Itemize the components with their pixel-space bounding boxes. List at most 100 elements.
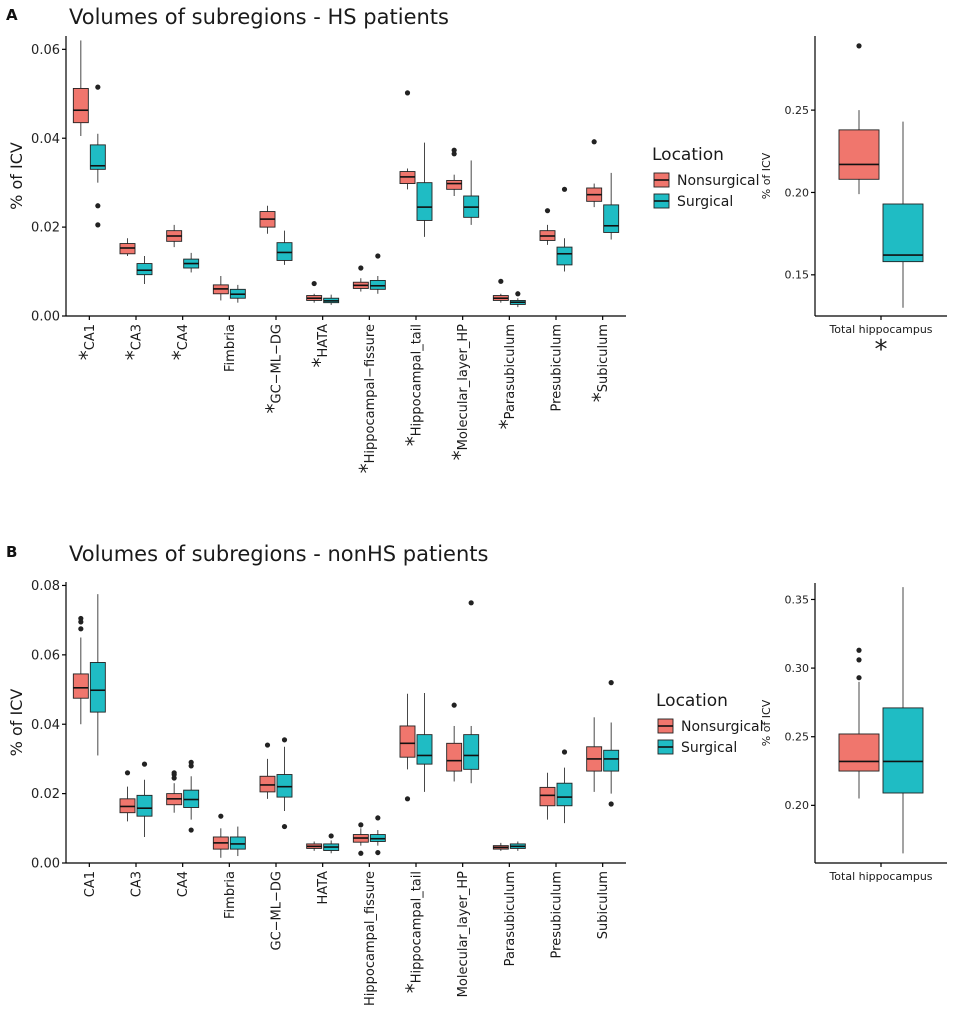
box-surgical	[89, 144, 106, 170]
outlier-point	[375, 849, 381, 856]
outlier-point	[375, 815, 381, 821]
x-category-label: *Parasubiculum	[495, 324, 519, 429]
y-tick-label: 0.30	[785, 662, 810, 675]
category-name: CA4	[176, 324, 191, 350]
panel-a-main-chart: 0.000.020.040.06% of ICV*CA1*CA3*CA4 Fimb…	[7, 36, 626, 473]
outlier-point	[78, 626, 84, 632]
legend-entry-label: Surgical	[677, 194, 733, 210]
y-tick-label: 0.00	[31, 857, 60, 872]
x-category-label: *Hippocampal_tail	[402, 871, 426, 993]
x-category-label: Presubiculum	[550, 871, 565, 958]
significance-star: *	[875, 335, 888, 365]
legend-entry-label: Nonsurgical	[681, 719, 764, 735]
panel-b-total-chart: 0.20 0.25 0.30 0.35 % of ICV Total hippocampu…	[760, 583, 947, 883]
panel-label-b: B	[6, 543, 17, 561]
panel-a-title: Volumes of subregions - HS patients	[69, 5, 449, 29]
category-name: CA4	[176, 871, 191, 897]
significance-star: *	[402, 983, 426, 993]
y-axis-label: % of ICV	[7, 142, 26, 210]
outlier-point	[608, 801, 614, 807]
box-surgical	[603, 204, 620, 233]
panel-b-main-chart: 0.00 0.02 0.04 0.06 0.08 % of ICV CA1 CA3 CA4 Fim…	[7, 579, 626, 1006]
outlier-point	[451, 147, 457, 153]
outlier-point	[171, 770, 177, 776]
y-tick-label: 0.08	[31, 579, 60, 594]
y-axis-label: % of ICV	[7, 689, 26, 757]
outlier-point	[515, 291, 521, 297]
category-name: CA3	[130, 871, 145, 897]
category-name: Molecular_layer_HP	[456, 871, 471, 997]
box-surgical	[416, 182, 433, 221]
x-category-label: Fimbria	[223, 871, 238, 919]
outlier-point	[264, 742, 271, 748]
box-surgical	[276, 774, 293, 798]
box-surgical	[416, 734, 433, 765]
box-surgical	[882, 203, 924, 263]
outlier-point	[451, 151, 457, 157]
significance-star: *	[495, 419, 519, 429]
outlier-point	[218, 813, 224, 819]
outlier-point	[328, 833, 334, 839]
outlier-point	[95, 84, 101, 90]
x-category-label: *Subiculum	[588, 324, 612, 402]
box-nonsurgical	[259, 775, 276, 793]
outlier-point	[78, 615, 84, 622]
category-name: CA1	[83, 324, 98, 350]
outlier-point	[561, 749, 568, 755]
outlier-point	[468, 600, 474, 606]
box-surgical	[369, 279, 386, 290]
outlier-point	[856, 43, 862, 49]
outlier-point	[141, 761, 148, 767]
outlier-point	[856, 675, 862, 681]
significance-star: *	[448, 450, 472, 460]
outlier-point	[544, 208, 551, 214]
y-tick-label: 0.25	[785, 731, 810, 744]
significance-star: *	[75, 350, 99, 360]
x-category-label: CA1	[83, 871, 98, 897]
box-nonsurgical	[539, 786, 556, 807]
category-name: GC−ML−DG	[270, 871, 285, 950]
y-tick-label: 0.20	[785, 186, 810, 199]
box-surgical	[603, 749, 620, 772]
y-axis-label: % of ICV	[760, 152, 773, 199]
category-name: Hippocampal−fissure	[363, 324, 378, 463]
panel-a-legend: Location Nonsurgical Surgical	[652, 145, 760, 210]
y-tick-label: 0.20	[785, 799, 810, 812]
y-tick-label: 0.06	[31, 648, 60, 663]
outlier-point	[95, 222, 101, 228]
outlier-point	[856, 647, 862, 653]
legend-entry-label: Surgical	[681, 740, 737, 756]
box-surgical	[276, 242, 293, 261]
outlier-point	[498, 278, 504, 284]
panel-b-legend: Location Nonsurgical Surgical	[656, 691, 764, 756]
y-tick-label: 0.25	[785, 104, 810, 117]
outlier-point	[188, 827, 194, 833]
box-nonsurgical	[399, 725, 416, 758]
box-nonsurgical	[72, 87, 89, 124]
x-category-label: CA4	[176, 871, 191, 897]
category-name: HATA	[316, 324, 331, 358]
panel-b-title: Volumes of subregions - nonHS patients	[69, 542, 488, 566]
x-category-label: Fimbria	[223, 324, 238, 372]
x-category-label: *CA3	[122, 324, 146, 360]
category-name: CA3	[130, 324, 145, 350]
x-category-label: Total hippocampus	[828, 870, 932, 883]
box-nonsurgical	[838, 129, 880, 180]
outlier-point	[281, 823, 288, 830]
box-surgical	[882, 707, 924, 794]
category-name: Hippocampal_fissure	[363, 871, 378, 1006]
y-axis-label: % of ICV	[760, 699, 773, 746]
x-category-label: *HATA	[308, 324, 332, 368]
x-category-label: GC−ML−DG	[270, 871, 285, 950]
y-tick-label: 0.06	[31, 43, 60, 58]
category-name: Hippocampal_tail	[410, 324, 425, 436]
x-category-label: Molecular_layer_HP	[456, 871, 471, 997]
significance-star: *	[355, 463, 379, 473]
x-category-label: *CA1	[75, 324, 99, 360]
panel-label-a: A	[6, 6, 18, 24]
box-surgical	[89, 662, 106, 713]
box-nonsurgical	[72, 673, 89, 699]
x-category-label: *CA4	[168, 324, 192, 360]
significance-star: *	[168, 350, 192, 360]
